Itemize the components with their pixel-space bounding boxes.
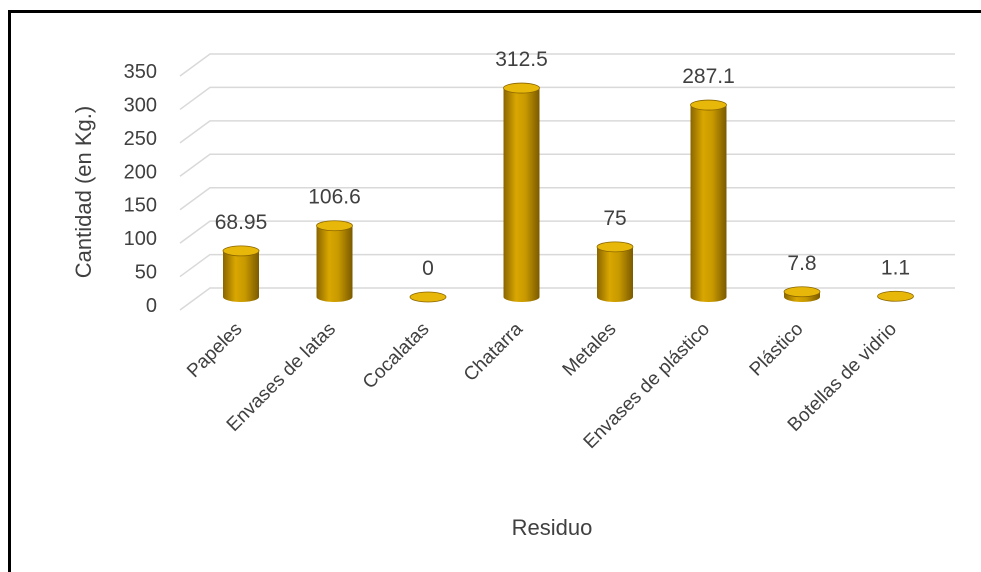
data-label: 0 (422, 257, 434, 280)
data-label: 75 (603, 207, 626, 230)
gridline (179, 153, 955, 177)
gridline (179, 220, 955, 244)
y-tick-label: 250 (124, 128, 157, 150)
bar (596, 241, 634, 302)
data-labels: 68.95 106.6 0 312.5 75 287.1 7.8 1.1 (215, 48, 910, 280)
gridline (179, 53, 955, 77)
gridline (179, 253, 955, 278)
data-label: 312.5 (495, 48, 548, 71)
y-axis-title: Cantidad (en Kg.) (71, 106, 96, 278)
bar (783, 286, 821, 302)
bar (409, 291, 447, 303)
gridline (179, 287, 955, 311)
x-category-label: Papeles (183, 319, 246, 382)
x-category-label: Cocalatas (359, 319, 434, 394)
gridline (179, 186, 955, 211)
y-tick-label: 0 (146, 295, 157, 317)
bar (877, 290, 914, 302)
y-tick-label: 150 (124, 195, 157, 217)
y-tick-label: 300 (124, 94, 157, 116)
gridlines (179, 53, 955, 311)
data-label: 1.1 (881, 256, 910, 279)
data-label: 68.95 (215, 211, 268, 234)
y-tick-label: 50 (135, 262, 157, 284)
chart-frame (8, 10, 981, 572)
y-axis-ticks: 0 50 100 150 200 250 300 350 (124, 61, 157, 317)
bar (222, 245, 260, 302)
y-tick-label: 350 (124, 61, 157, 83)
x-category-label: Metales (559, 319, 621, 381)
bar (503, 82, 540, 302)
data-label: 106.6 (308, 186, 361, 209)
bar (316, 220, 353, 302)
x-category-label: Plástico (746, 319, 808, 381)
x-category-label: Chatarra (460, 318, 527, 385)
bars (222, 82, 914, 303)
gridline (179, 86, 955, 111)
x-axis-title: Residuo (512, 515, 593, 540)
data-label: 287.1 (682, 65, 735, 88)
y-tick-label: 100 (124, 228, 157, 250)
gridline (179, 120, 955, 144)
bar (690, 99, 727, 302)
y-tick-label: 200 (124, 161, 157, 183)
data-label: 7.8 (787, 252, 816, 275)
